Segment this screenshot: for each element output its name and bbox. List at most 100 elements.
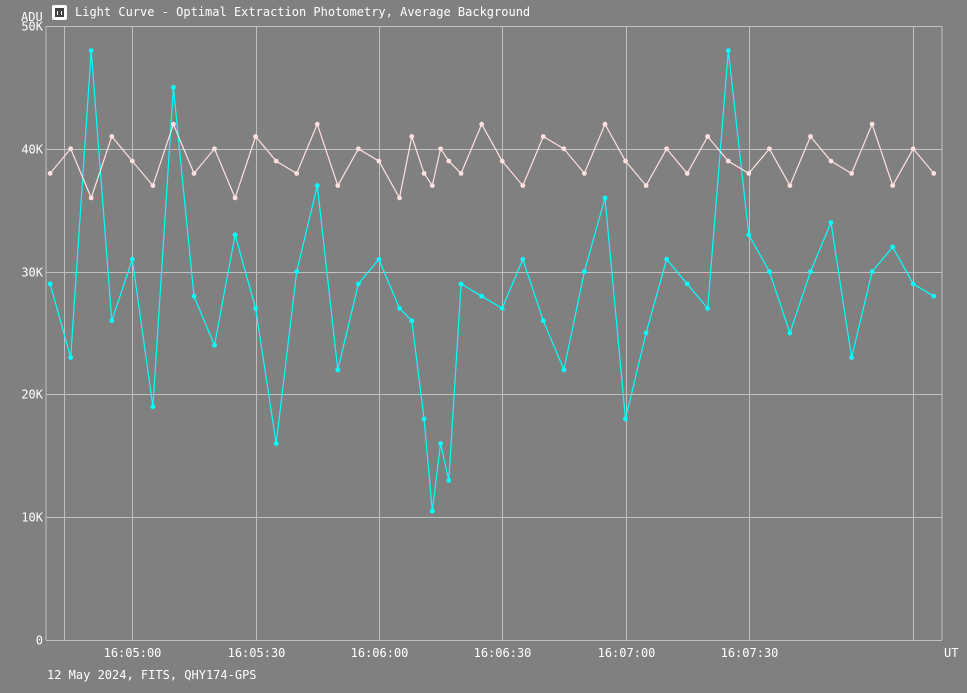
- data-point: [421, 171, 427, 176]
- x-tick-label: 16:05:00: [104, 646, 162, 660]
- data-point: [129, 256, 135, 262]
- data-point: [520, 256, 526, 262]
- data-point: [705, 134, 711, 139]
- data-point: [314, 183, 320, 189]
- grid-layer: [45, 26, 943, 641]
- data-point: [808, 134, 813, 139]
- data-point: [68, 355, 74, 360]
- data-point: [109, 318, 115, 324]
- footer-info: 12 May 2024, FITS, QHY174-GPS: [47, 668, 257, 682]
- series-layer: [47, 48, 937, 514]
- data-point: [458, 171, 464, 176]
- y-axis-label: ADU: [21, 10, 43, 24]
- light-curve-app-icon[interactable]: [52, 4, 67, 20]
- data-point: [869, 269, 875, 274]
- data-point: [356, 281, 361, 287]
- data-point: [88, 195, 94, 201]
- series-0: [47, 48, 937, 514]
- data-point: [335, 183, 341, 189]
- data-point: [684, 281, 690, 287]
- data-point: [479, 293, 485, 299]
- data-point: [171, 85, 176, 90]
- data-point: [623, 158, 628, 164]
- data-point: [767, 146, 772, 152]
- data-point: [109, 134, 115, 139]
- data-point: [397, 195, 402, 201]
- data-point: [890, 183, 896, 189]
- data-point: [746, 171, 752, 176]
- data-point: [520, 183, 526, 189]
- data-point: [273, 158, 279, 164]
- data-point: [294, 171, 300, 176]
- data-point: [910, 146, 916, 152]
- data-point: [849, 171, 854, 176]
- data-point: [47, 281, 53, 287]
- data-point: [253, 306, 258, 311]
- data-point: [171, 121, 176, 127]
- data-point: [88, 48, 94, 53]
- x-tick-label: 16:07:00: [598, 646, 656, 660]
- data-point: [746, 232, 752, 238]
- data-point: [458, 281, 464, 287]
- data-point: [429, 508, 435, 514]
- x-axis-label: UT: [944, 646, 958, 660]
- data-point: [150, 404, 156, 410]
- data-point: [499, 158, 505, 164]
- data-point: [828, 220, 834, 225]
- data-point: [705, 306, 711, 311]
- data-point: [479, 121, 485, 127]
- data-point: [409, 134, 415, 139]
- data-point: [890, 244, 896, 250]
- data-point: [438, 146, 443, 152]
- data-point: [725, 158, 731, 164]
- data-point: [232, 195, 238, 201]
- data-point: [253, 134, 258, 139]
- data-point: [294, 269, 300, 274]
- data-point: [623, 416, 628, 422]
- data-point: [582, 171, 587, 176]
- data-point: [191, 171, 197, 176]
- series-1: [47, 121, 937, 201]
- data-point: [787, 183, 793, 189]
- data-point: [429, 183, 435, 189]
- data-point: [376, 158, 382, 164]
- y-tick-label: 50K: [21, 20, 43, 34]
- data-point: [150, 183, 156, 189]
- x-tick-label: 16:06:30: [474, 646, 532, 660]
- data-point: [602, 195, 608, 201]
- y-tick-label: 30K: [21, 266, 43, 280]
- chart-title: Light Curve - Optimal Extraction Photome…: [75, 5, 531, 19]
- y-tick-label: 20K: [21, 388, 43, 402]
- data-point: [446, 478, 452, 483]
- data-point: [232, 232, 238, 238]
- data-point: [787, 330, 793, 336]
- data-point: [376, 256, 382, 262]
- data-point: [931, 293, 937, 299]
- data-point: [499, 306, 505, 311]
- data-point: [725, 48, 731, 53]
- data-point: [931, 171, 937, 176]
- data-point: [335, 367, 341, 373]
- data-point: [602, 121, 608, 127]
- data-point: [540, 134, 546, 139]
- data-point: [582, 269, 587, 274]
- data-point: [540, 318, 546, 324]
- data-point: [684, 171, 690, 176]
- data-point: [273, 441, 279, 446]
- x-tick-label: 16:06:00: [351, 646, 409, 660]
- y-tick-label: 0: [36, 634, 43, 648]
- data-point: [828, 158, 834, 164]
- data-point: [421, 416, 427, 422]
- data-point: [664, 146, 669, 152]
- data-point: [849, 355, 854, 360]
- data-point: [47, 171, 53, 176]
- data-point: [314, 121, 320, 127]
- series-line: [49, 50, 935, 512]
- x-tick-label: 16:07:30: [721, 646, 779, 660]
- data-point: [808, 269, 813, 274]
- title-bar: Light Curve - Optimal Extraction Photome…: [52, 3, 530, 21]
- axis-labels: ADU UT 0 10K 20K 30K 40K 50K 16:05:00 16:05:30 1…: [21, 10, 958, 660]
- data-point: [397, 306, 402, 311]
- data-point: [438, 441, 443, 446]
